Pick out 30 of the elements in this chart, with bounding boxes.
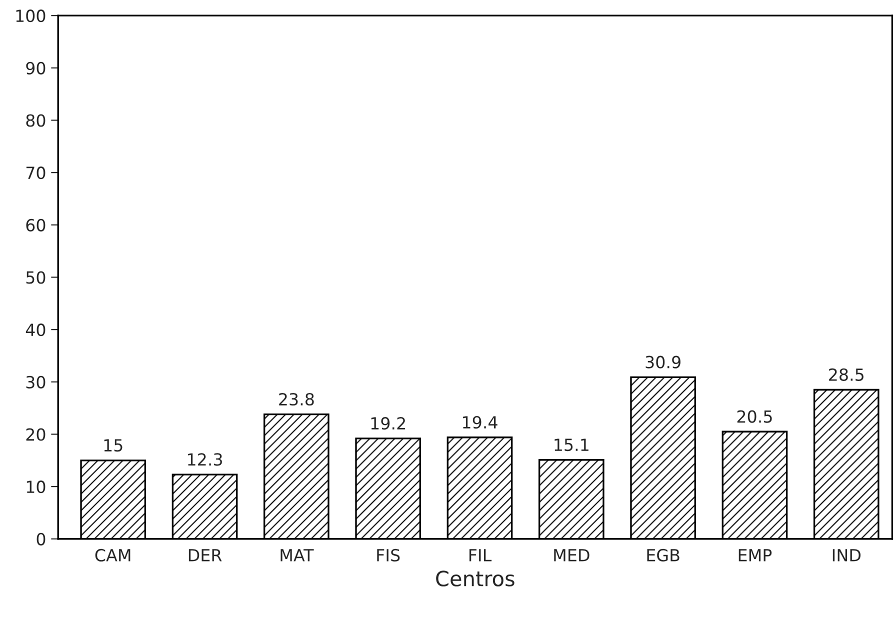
data-label: 15.1	[554, 438, 588, 452]
y-tick-label: 30	[26, 376, 46, 388]
x-tick-label: CAM	[95, 548, 130, 562]
y-tick-label: 0	[36, 532, 46, 546]
x-axis-title: Centros	[436, 570, 514, 586]
data-label: 19.4	[463, 416, 498, 429]
data-label: 20.5	[737, 410, 772, 423]
y-tick-label: 50	[26, 271, 46, 284]
y-tick-label: 10	[26, 480, 46, 494]
data-label: 12.3	[188, 453, 222, 466]
data-label: 15	[104, 439, 122, 452]
x-tick-label: MED	[554, 549, 590, 562]
y-tick-label: 70	[26, 166, 46, 180]
data-label: 28.5	[829, 368, 864, 381]
y-tick-label: 60	[26, 218, 46, 232]
x-tick-label: EMP	[738, 549, 772, 562]
data-label: 19.2	[371, 417, 405, 430]
y-tick-label: 20	[26, 428, 46, 441]
x-tick-label: IND	[832, 549, 861, 562]
x-tick-label: FIS	[377, 548, 400, 562]
x-tick-label: DER	[188, 549, 222, 562]
data-label: 30.9	[646, 356, 680, 368]
data-label: 23.8	[279, 392, 314, 406]
x-tick-label: MAT	[280, 549, 314, 562]
y-tick-label: 80	[26, 114, 46, 127]
y-tick-label: 100	[16, 10, 46, 22]
y-tick-label: 90	[26, 62, 46, 74]
x-tick-label: EGB	[647, 548, 680, 562]
y-tick-label: 40	[26, 324, 46, 336]
x-tick-label: FIL	[469, 549, 492, 562]
